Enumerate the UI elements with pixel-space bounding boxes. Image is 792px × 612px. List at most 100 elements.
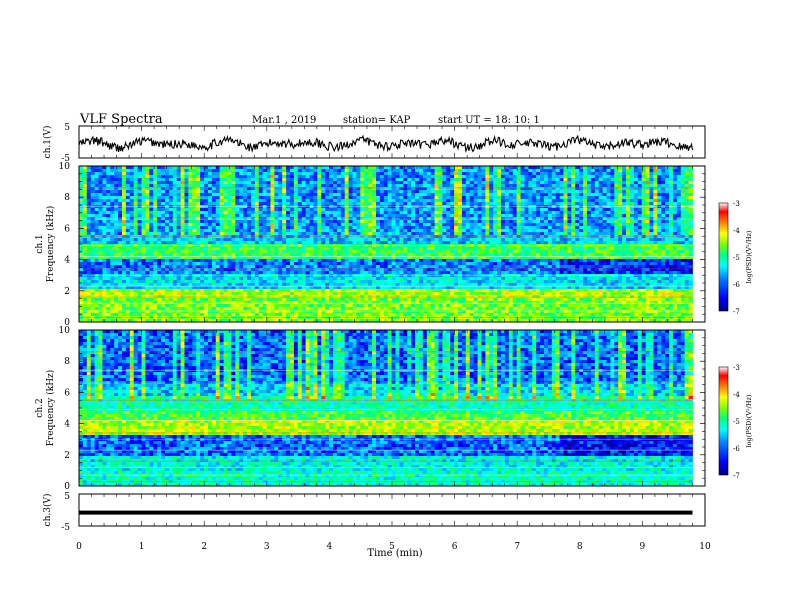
spectrogram-cell [133, 268, 139, 272]
spectrogram-cell [352, 286, 357, 290]
spectrogram-cell [278, 304, 283, 308]
spectrogram-cell [282, 241, 287, 245]
spectrogram-cell [118, 268, 123, 272]
spectrogram-cell [438, 184, 443, 188]
spectrogram-cell [411, 214, 416, 218]
spectrogram-cell [266, 181, 271, 185]
spectrogram-cell [106, 274, 111, 278]
spectrogram-cell [86, 202, 92, 206]
spectrogram-cell [293, 229, 299, 233]
spectrogram-cell [403, 190, 408, 194]
spectrogram-cell [344, 262, 350, 266]
spectrogram-cell [176, 238, 181, 242]
spectrogram-cell [184, 229, 189, 233]
spectrogram-cell [379, 196, 385, 200]
spectrogram-cell [332, 175, 338, 179]
spectrogram-cell [243, 319, 248, 323]
spectrogram-cell [153, 208, 158, 212]
spectrogram-cell [340, 169, 346, 173]
spectrogram-cell [184, 235, 189, 239]
spectrogram-cell [204, 307, 209, 311]
spectrogram-cell [254, 313, 260, 317]
spectrogram-cell [211, 259, 217, 263]
spectrogram-cell [348, 256, 353, 260]
spectrogram-cell [121, 184, 127, 188]
spectrogram-cell [106, 289, 111, 293]
spectrogram-cell [207, 223, 213, 227]
spectrogram-cell [118, 262, 123, 266]
spectrogram-cell [161, 169, 166, 173]
spectrogram-cell [129, 214, 135, 218]
spectrogram-cell [164, 193, 170, 197]
spectrogram-cell [395, 304, 400, 308]
spectrogram-cell [391, 304, 396, 308]
spectrogram-cell [282, 292, 287, 296]
spectrogram-cell [188, 286, 193, 290]
spectrogram-cell [262, 172, 267, 176]
spectrogram-cell [293, 208, 299, 212]
spectrogram-cell [336, 268, 342, 272]
spectrogram-cell [172, 313, 178, 317]
spectrogram-cell [336, 280, 342, 284]
spectrogram-cell [164, 307, 170, 311]
spectrogram-cell [407, 226, 412, 230]
spectrogram-cell [348, 304, 353, 308]
spectrogram-cell [235, 172, 240, 176]
spectrogram-cell [141, 172, 146, 176]
spectrogram-cell [360, 214, 365, 218]
spectrogram-cell [114, 304, 119, 308]
spectrogram-cell [274, 166, 279, 170]
spectrogram-cell [368, 310, 373, 314]
spectrogram-cell [219, 316, 224, 320]
spectrogram-cell [90, 184, 96, 188]
spectrogram-cell [141, 313, 146, 317]
spectrogram-cell [262, 190, 267, 194]
spectrogram-cell [329, 223, 334, 227]
spectrogram-cell [239, 184, 244, 188]
spectrogram-cell [110, 214, 115, 218]
spectrogram-cell [145, 250, 150, 254]
spectrogram-cell [266, 259, 271, 263]
spectrogram-cell [90, 232, 96, 236]
spectrogram-cell [262, 265, 267, 269]
spectrogram-cell [422, 226, 428, 230]
spectrogram-cell [344, 280, 350, 284]
spectrogram-cell [106, 235, 111, 239]
spectrogram-cell [356, 271, 361, 275]
spectrogram-cell [329, 202, 334, 206]
spectrogram-cell [90, 193, 96, 197]
spectrogram-cell [352, 178, 357, 182]
spectrogram-cell [180, 304, 185, 308]
spectrogram-cell [411, 169, 416, 173]
spectrogram-cell [207, 178, 213, 182]
spectrogram-cell [196, 223, 201, 227]
spectrogram-cell [348, 193, 353, 197]
spectrogram-cell [250, 193, 256, 197]
spectrogram-cell [348, 196, 353, 200]
spectrogram-cell [149, 253, 154, 257]
spectrogram-cell [164, 301, 170, 305]
spectrogram-cell [329, 229, 334, 233]
spectrogram-cell [90, 172, 96, 176]
spectrogram-cell [79, 229, 84, 233]
spectrogram-cell [121, 220, 127, 224]
spectrogram-cell [102, 199, 107, 203]
spectrogram-cell [125, 310, 131, 314]
spectrogram-cell [399, 313, 404, 317]
spectrogram-cell [125, 175, 131, 179]
spectrogram-cell [223, 256, 228, 260]
spectrogram-cell [399, 175, 404, 179]
spectrogram-cell [274, 307, 279, 311]
spectrogram-cell [82, 190, 88, 194]
spectrogram-cell [211, 190, 217, 194]
spectrogram-cell [145, 262, 150, 266]
spectrogram-cell [204, 214, 209, 218]
spectrogram-cell [118, 214, 123, 218]
spectrogram-cell [340, 175, 346, 179]
spectrogram-cell [422, 223, 428, 227]
spectrogram-cell [200, 190, 205, 194]
spectrogram-cell [219, 232, 224, 236]
spectrogram-cell [121, 241, 127, 245]
spectrogram-cell [219, 271, 224, 275]
spectrogram-cell [79, 226, 84, 230]
